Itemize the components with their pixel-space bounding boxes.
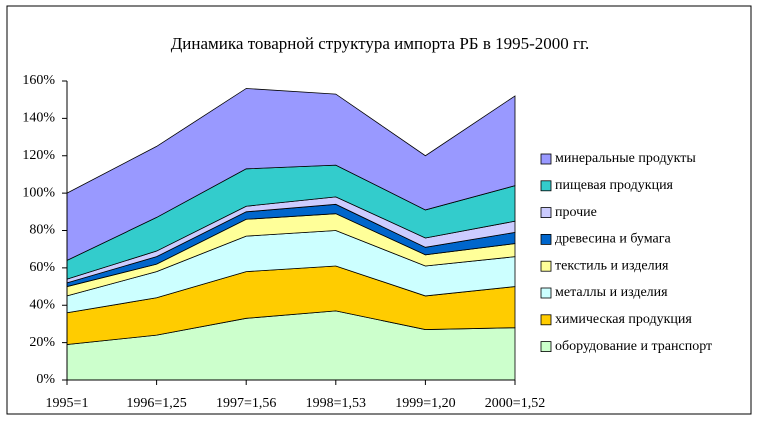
area	[66, 88, 516, 262]
legend-swatch	[540, 287, 552, 299]
x-tick-label: 1998=1,53	[306, 396, 366, 411]
legend-swatch	[540, 180, 552, 192]
y-tick-label: 60%	[29, 260, 55, 275]
x-tick-label: 1995=1	[46, 396, 89, 411]
y-tick-label: 40%	[29, 297, 55, 312]
legend-label: текстиль и изделия	[555, 258, 669, 273]
y-tick-label: 20%	[29, 335, 55, 350]
y-tick-label: 160%	[22, 73, 55, 88]
legend-swatch	[540, 341, 552, 353]
legend-label: пищевая продукция	[555, 178, 674, 193]
chart-title: Динамика товарной структура импорта РБ в…	[171, 34, 590, 53]
legend-label: химическая продукция	[555, 312, 692, 327]
legend-swatch	[540, 207, 552, 219]
legend-label: минеральные продукты	[555, 151, 696, 166]
x-tick-label: 1997=1,56	[216, 396, 276, 411]
x-tick-label: 1999=1,20	[395, 396, 455, 411]
y-tick-label: 0%	[36, 372, 55, 387]
legend-label: древесина и бумага	[555, 232, 671, 247]
legend-label: прочие	[555, 205, 597, 220]
legend-label: оборудование и транспорт	[555, 339, 712, 354]
y-tick-label: 120%	[22, 148, 55, 163]
y-tick-label: 80%	[29, 223, 55, 238]
legend-swatch	[540, 153, 552, 165]
x-tick-label: 1996=1,25	[126, 396, 186, 411]
y-tick-label: 140%	[22, 111, 55, 126]
legend-swatch	[540, 260, 552, 272]
legend-label: металлы и изделия	[555, 285, 668, 300]
y-tick-label: 100%	[22, 185, 55, 200]
legend-swatch	[540, 314, 552, 326]
legend-swatch	[540, 233, 552, 245]
x-tick-label: 2000=1,52	[485, 396, 545, 411]
